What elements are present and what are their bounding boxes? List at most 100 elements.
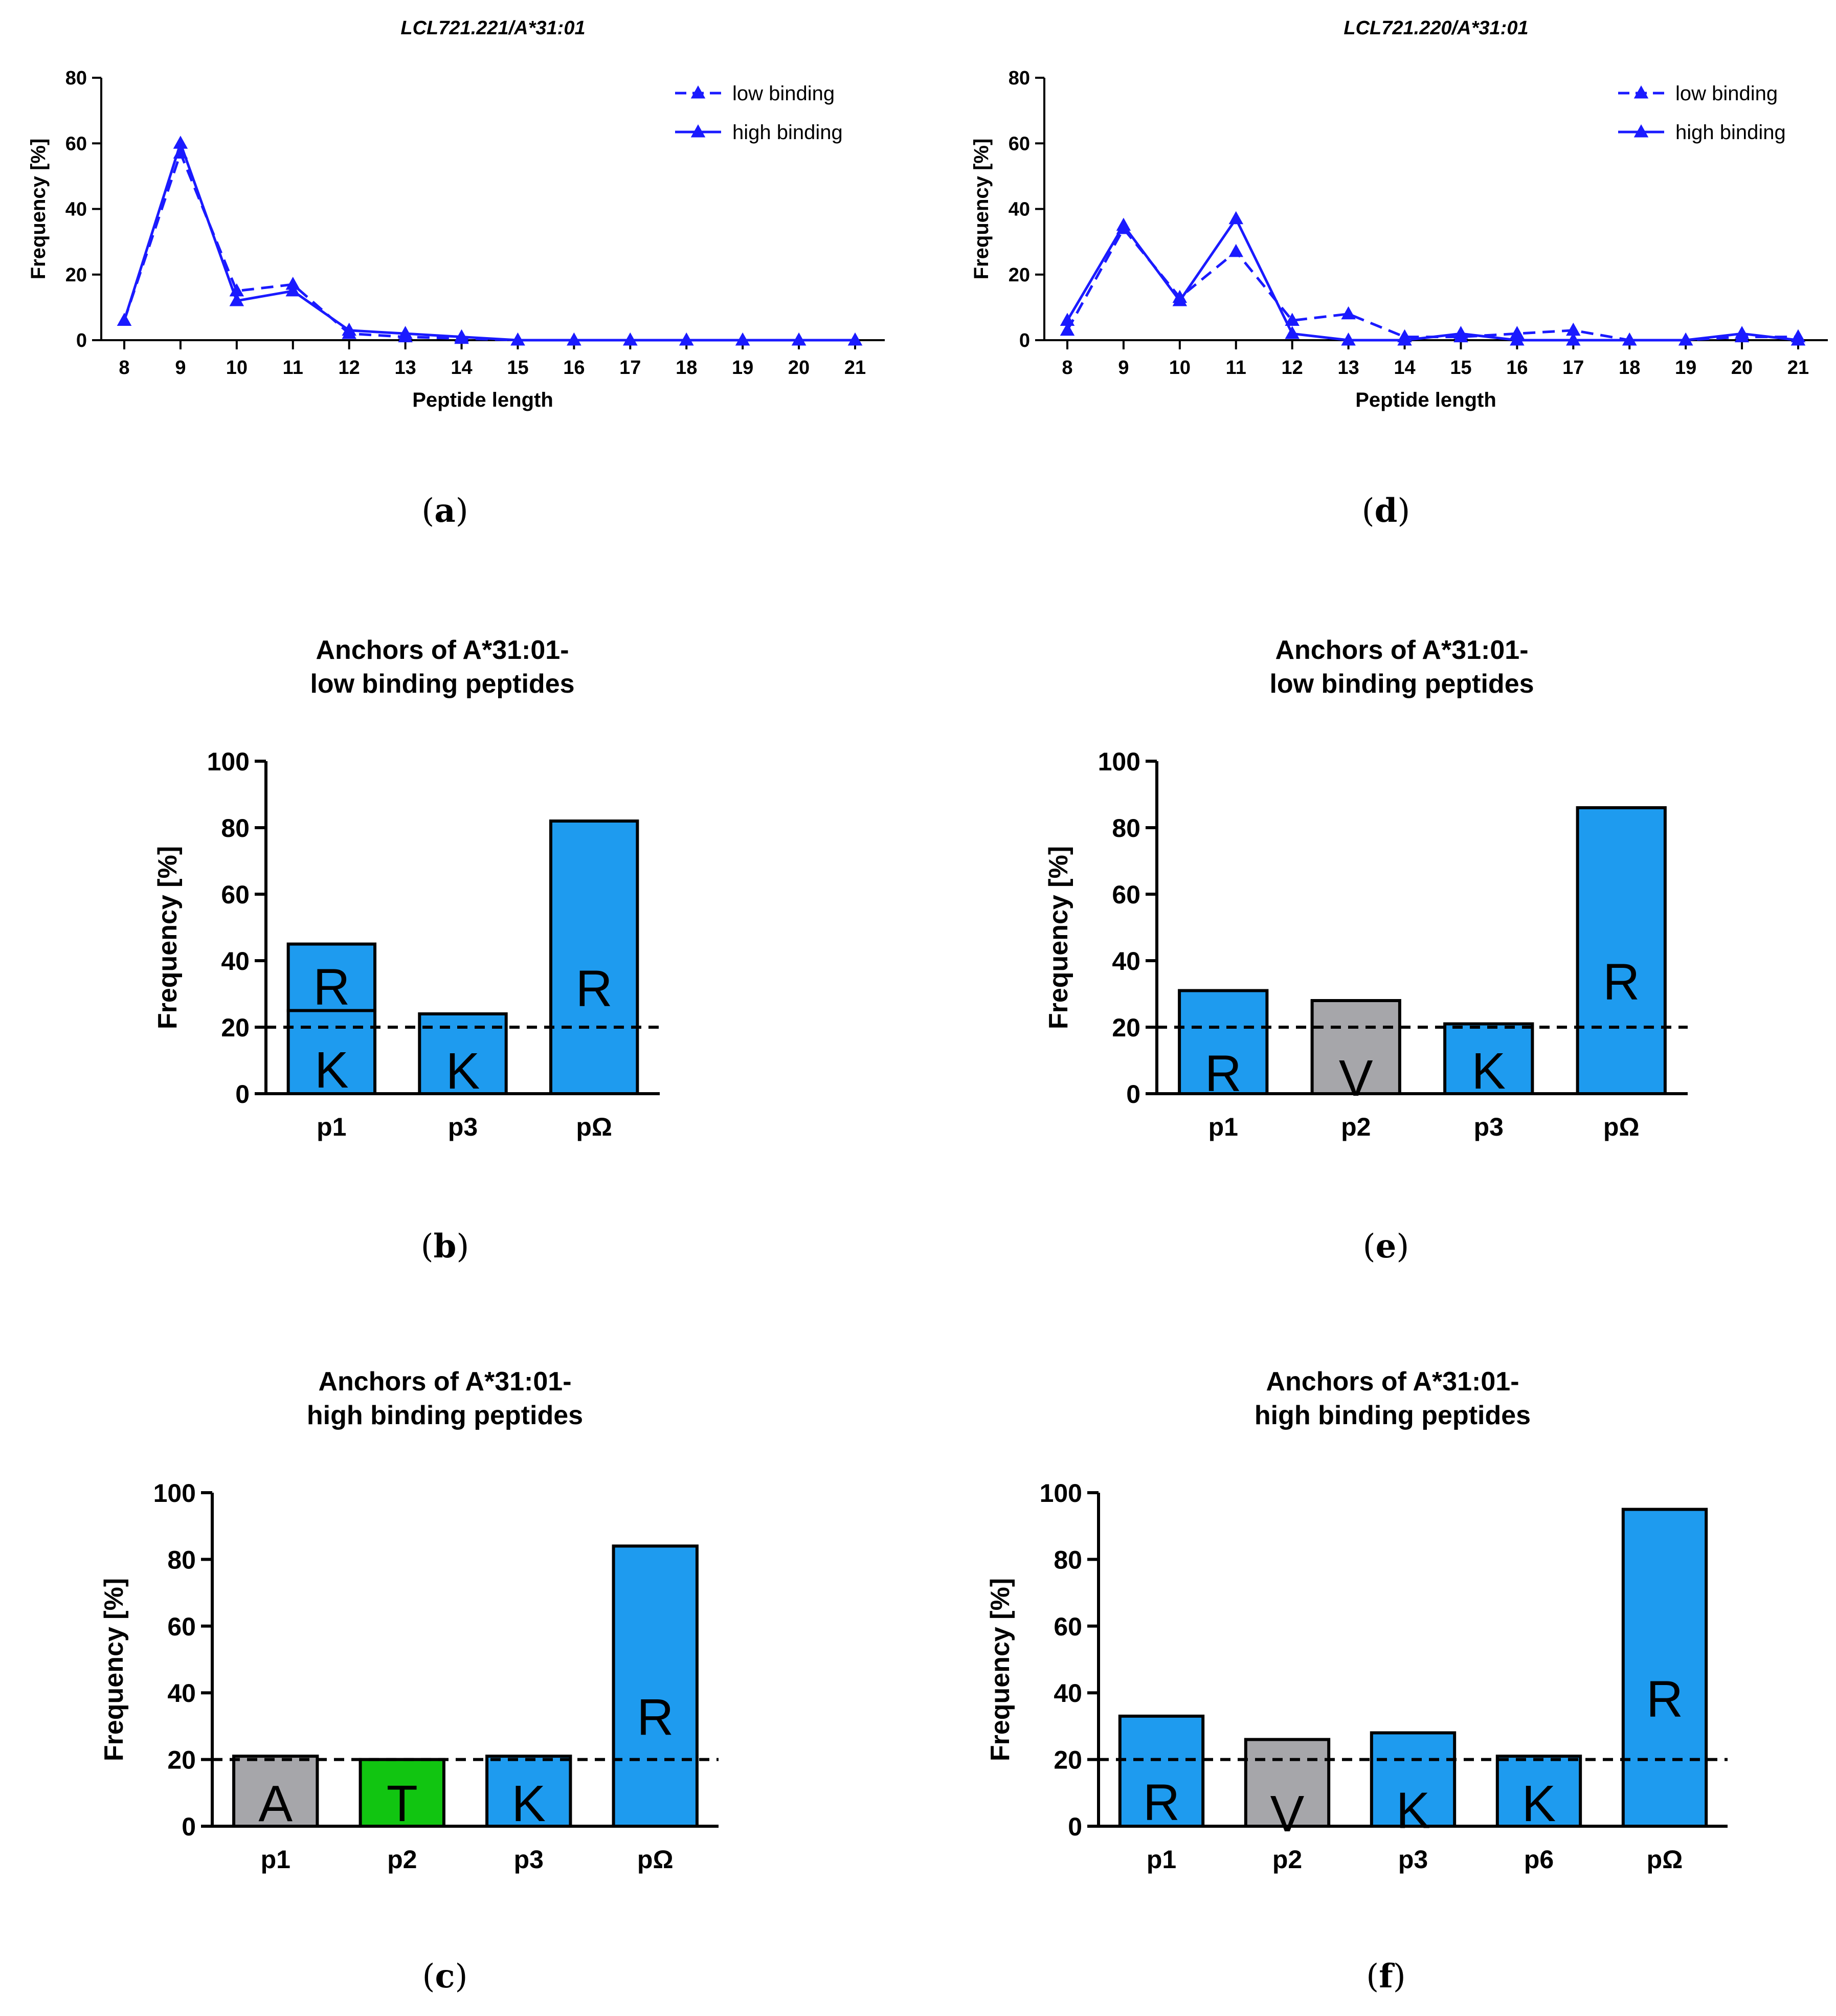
x-tick-label: 19: [1675, 357, 1696, 379]
bar-p2-V: [1310, 999, 1401, 1095]
data-point: [117, 313, 132, 326]
series-line-high-binding: [1066, 217, 1799, 342]
x-tick-label: p1: [1208, 1113, 1238, 1141]
x-tick-label: 9: [1118, 357, 1129, 379]
chart-title-line: Anchors of A*31:01-: [1275, 635, 1528, 665]
x-tick-label: 8: [119, 357, 129, 379]
legend-label: low binding: [732, 82, 835, 105]
x-tick-label: 13: [394, 357, 416, 379]
y-axis-label: Frequency [%]: [970, 139, 993, 280]
y-tick-label: 0: [182, 1812, 196, 1841]
x-tick-label: 16: [563, 357, 585, 379]
residue-label: R: [1205, 1045, 1242, 1102]
bar-pΩ-R: [549, 819, 639, 1095]
y-axis-label: Frequency [%]: [153, 846, 183, 1029]
chart-title-line: Anchors of A*31:01-: [318, 1367, 571, 1397]
residue-label: T: [387, 1775, 418, 1832]
x-tick-label: p3: [514, 1845, 544, 1874]
y-tick-label: 40: [1112, 947, 1140, 976]
x-tick-label: 10: [1169, 357, 1191, 379]
panel-b: (b) Anchors of A*31:01- low binding peptid…: [153, 635, 660, 1266]
data-point: [623, 333, 638, 346]
y-tick-label: 40: [65, 199, 87, 220]
y-tick-label: 40: [1054, 1679, 1082, 1708]
panel-label-letter: f: [1379, 1957, 1395, 1996]
x-tick-label: p2: [1272, 1845, 1302, 1874]
chart-title-line: Anchors of A*31:01-: [316, 635, 569, 665]
panel-label: (a): [421, 492, 468, 530]
legend-label: high binding: [1675, 121, 1786, 144]
data-point: [567, 333, 581, 346]
y-tick-label: 20: [1054, 1746, 1082, 1775]
y-tick-label: 20: [167, 1746, 196, 1775]
panel-label: (d): [1362, 492, 1410, 530]
series-line-high-binding: [123, 142, 855, 342]
residue-label: K: [446, 1043, 480, 1100]
y-tick-label: 80: [1009, 68, 1030, 89]
x-tick-label: p1: [317, 1113, 346, 1141]
y-tick-label: 100: [1098, 747, 1140, 776]
y-tick-label: 80: [221, 814, 250, 843]
chart-title-line: high binding peptides: [307, 1401, 583, 1430]
data-point: [791, 333, 807, 346]
panel-label: (c): [422, 1957, 468, 1996]
x-tick-label: 17: [1562, 357, 1584, 379]
y-tick-label: 40: [167, 1679, 196, 1708]
y-tick-label: 0: [235, 1080, 250, 1109]
data-point: [1172, 293, 1188, 306]
y-axis-label: Frequency [%]: [1044, 846, 1073, 1029]
y-tick-label: 40: [221, 947, 250, 976]
y-tick-label: 60: [1009, 133, 1030, 154]
y-tick-label: 60: [167, 1612, 196, 1641]
bar-p2-T: [359, 1758, 445, 1828]
x-tick-label: 9: [175, 357, 186, 379]
residue-label: R: [1603, 954, 1640, 1011]
data-point: [847, 333, 863, 346]
y-tick-label: 0: [1126, 1080, 1140, 1109]
x-tick-label: 21: [844, 357, 866, 379]
x-tick-label: p6: [1524, 1845, 1554, 1874]
bar-p1-K: [286, 1009, 377, 1095]
x-tick-label: p2: [387, 1845, 417, 1874]
y-tick-label: 60: [1054, 1612, 1082, 1641]
residue-label: K: [1522, 1775, 1556, 1832]
x-tick-label: 11: [1226, 357, 1246, 379]
data-point: [173, 136, 188, 149]
panel-label: (e): [1363, 1227, 1409, 1266]
y-tick-label: 20: [65, 264, 87, 286]
legend-label: low binding: [1675, 82, 1778, 105]
residue-label: R: [1646, 1670, 1683, 1727]
legend-marker: [1633, 85, 1649, 99]
x-tick-label: pΩ: [576, 1113, 612, 1141]
data-point: [285, 276, 301, 290]
data-point: [510, 333, 525, 346]
x-tick-label: 18: [1619, 357, 1640, 379]
residue-label: R: [576, 960, 613, 1017]
panel-label: (f): [1366, 1957, 1405, 1996]
residue-label: K: [1471, 1043, 1506, 1100]
legend-marker: [1633, 124, 1649, 138]
y-tick-label: 80: [167, 1545, 196, 1574]
residue-label: R: [313, 959, 350, 1016]
panel-e: (e) Anchors of A*31:01- low binding peptid…: [1044, 635, 1688, 1266]
y-tick-label: 100: [153, 1479, 196, 1508]
legend-marker: [690, 85, 706, 99]
bar-p3-K: [485, 1755, 572, 1828]
chart-title: LCL721.220/A*31:01: [1344, 17, 1528, 39]
data-point: [454, 329, 469, 343]
data-point: [735, 333, 750, 346]
x-axis-label: Peptide length: [412, 389, 553, 411]
x-tick-label: 15: [507, 357, 528, 379]
residue-label: A: [258, 1775, 293, 1832]
residue-label: K: [1396, 1782, 1430, 1840]
data-point: [342, 322, 356, 336]
x-tick-label: 12: [1282, 357, 1303, 379]
x-axis-label: Peptide length: [1355, 389, 1496, 411]
data-point: [1622, 333, 1637, 346]
legend-marker: [690, 124, 706, 138]
x-tick-label: 15: [1450, 357, 1471, 379]
panel-label: (b): [421, 1227, 469, 1266]
data-point: [1060, 313, 1075, 326]
data-point: [1790, 333, 1806, 346]
